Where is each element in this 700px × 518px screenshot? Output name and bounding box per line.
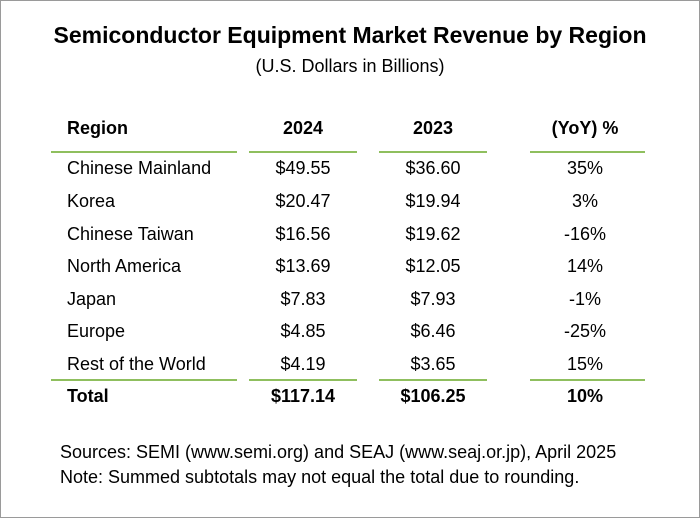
table-row-2023: $7.93 — [410, 289, 456, 309]
table-subtitle: (U.S. Dollars in Billions) — [255, 56, 445, 76]
table-row-2023: $6.46 — [410, 321, 456, 341]
table-row-region: North America — [67, 256, 182, 276]
total-row-yoy: 10% — [566, 386, 604, 406]
header-rule-2023 — [379, 151, 487, 153]
table-row-2024: $7.83 — [280, 289, 326, 309]
header-rule-yoy — [530, 151, 645, 153]
header-region: Region — [67, 118, 128, 138]
table-row-yoy: -16% — [563, 224, 607, 244]
total-rule-yoy — [530, 379, 645, 381]
total-rule-region — [51, 379, 237, 381]
table-row-yoy: 35% — [566, 158, 604, 178]
table-row-region: Europe — [67, 321, 126, 341]
table-row-2023: $3.65 — [410, 354, 456, 374]
table-row-region: Chinese Taiwan — [67, 224, 194, 244]
table-row-region: Chinese Mainland — [67, 158, 212, 178]
table-row-2024: $16.56 — [275, 224, 331, 244]
total-row-2024: $117.14 — [270, 386, 336, 406]
table-row-2024: $13.69 — [275, 256, 331, 276]
table-row-region: Japan — [67, 289, 117, 309]
table-row-2023: $19.62 — [405, 224, 461, 244]
table-row-2024: $4.19 — [280, 354, 326, 374]
header-rule-region — [51, 151, 237, 153]
total-rule-2023 — [379, 379, 487, 381]
sources-note: Sources: SEMI (www.semi.org) and SEAJ (w… — [60, 442, 617, 462]
table-row-2023: $36.60 — [405, 158, 461, 178]
table-row-region: Korea — [67, 191, 116, 211]
table-row-region: Rest of the World — [67, 354, 206, 374]
header-rule-2024 — [249, 151, 357, 153]
total-row-2023: $106.25 — [400, 386, 466, 406]
total-row-region: Total — [67, 386, 109, 406]
table-row-yoy: 15% — [566, 354, 604, 374]
table-row-2024: $20.47 — [275, 191, 331, 211]
table-row-yoy: 3% — [571, 191, 598, 211]
table-row-yoy: 14% — [566, 256, 604, 276]
table-row-2024: $4.85 — [280, 321, 326, 341]
table-row-2024: $49.55 — [275, 158, 331, 178]
table-row-yoy: -25% — [563, 321, 607, 341]
rounding-note: Note: Summed subtotals may not equal the… — [60, 467, 580, 487]
table-row-2023: $12.05 — [405, 256, 461, 276]
table-row-2023: $19.94 — [405, 191, 461, 211]
total-rule-2024 — [249, 379, 357, 381]
header-2024: 2024 — [282, 118, 324, 138]
header-2023: 2023 — [412, 118, 454, 138]
table-title: Semiconductor Equipment Market Revenue b… — [53, 22, 647, 48]
table-row-yoy: -1% — [568, 289, 601, 309]
header-yoy: (YoY) % — [551, 118, 619, 138]
